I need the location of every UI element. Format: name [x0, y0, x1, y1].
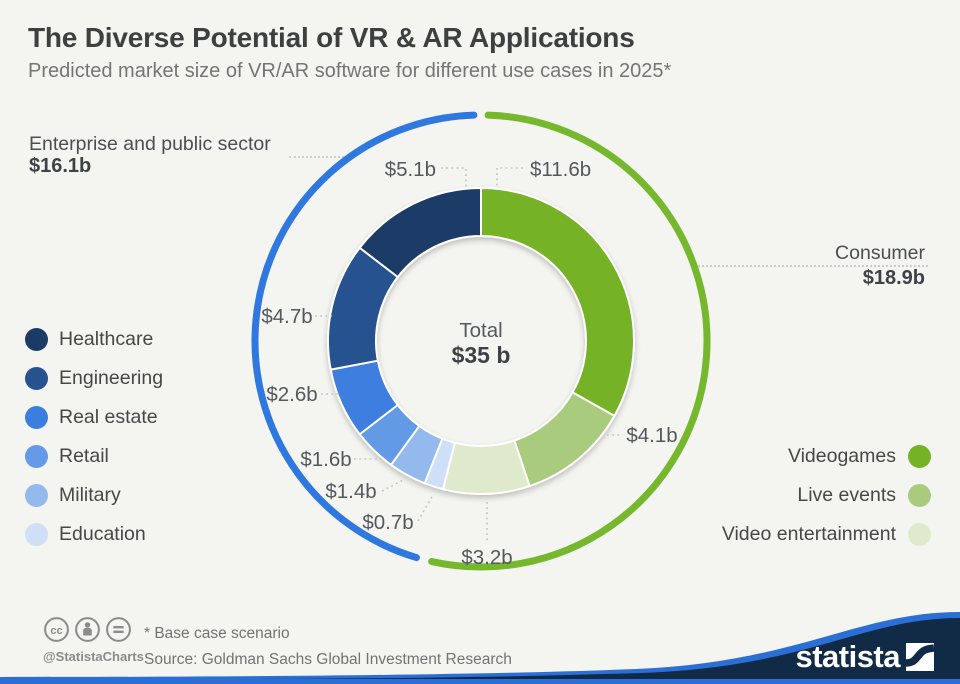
- segment-value-label-healthcare: $5.1b: [385, 158, 436, 181]
- legend-swatch: [25, 484, 48, 507]
- legend-label: Education: [59, 523, 146, 545]
- legend-label: Retail: [59, 445, 109, 467]
- page-subtitle: Predicted market size of VR/AR software …: [28, 60, 672, 83]
- legend-item-live-events: Live events: [722, 476, 931, 515]
- legend-swatch: [25, 445, 48, 468]
- legend-item-engineering: Engineering: [25, 359, 163, 398]
- attribution-icon: [75, 617, 100, 642]
- equal-icon: [106, 617, 131, 642]
- segment-value-label-real-estate: $2.6b: [266, 383, 317, 406]
- legend-swatch: [908, 523, 931, 546]
- legend-item-education: Education: [25, 515, 163, 554]
- source-credit: Source: Goldman Sachs Global Investment …: [144, 651, 512, 668]
- statista-handle: @StatistaCharts: [43, 649, 144, 664]
- legend-label: Healthcare: [59, 328, 154, 350]
- legend-label: Engineering: [59, 367, 164, 389]
- donut-segment-live-events: [513, 391, 616, 488]
- legend-swatch: [908, 484, 931, 507]
- value-leader-line: [496, 167, 523, 187]
- segment-value-label-engineering: $4.7b: [261, 305, 312, 328]
- page-title: The Diverse Potential of VR & AR Applica…: [28, 22, 635, 53]
- legend-swatch: [908, 445, 931, 468]
- donut-segment-videogames: [480, 187, 635, 417]
- svg-text:cc: cc: [50, 625, 62, 637]
- value-leader-line: [417, 494, 434, 522]
- segment-value-label-education: $0.7b: [362, 511, 413, 534]
- callout-consumer-leader-line: [695, 265, 928, 267]
- segment-value-label-videogames: $11.6b: [530, 158, 591, 181]
- donut-center-label: Total: [459, 319, 502, 342]
- group-ring-arc: [428, 111, 711, 571]
- legend-swatch: [25, 367, 48, 390]
- statista-brand: statista: [795, 641, 934, 672]
- legend-item-videogames: Videogames: [722, 437, 931, 476]
- legend-item-military: Military: [25, 476, 163, 515]
- footnote: * Base case scenario: [144, 625, 290, 642]
- segment-value-label-live-events: $4.1b: [626, 424, 677, 447]
- legend-swatch: [25, 523, 48, 546]
- statista-wordmark: statista: [795, 639, 900, 674]
- donut-segment-healthcare: [358, 187, 482, 279]
- value-leader-line: [381, 478, 406, 492]
- legend-item-healthcare: Healthcare: [25, 320, 163, 359]
- legend-enterprise: Healthcare Engineering Real estate Retail Mi…: [25, 320, 163, 554]
- legend-label: Real estate: [59, 406, 158, 428]
- callout-enterprise-value: $16.1b: [29, 155, 92, 177]
- callout-consumer-label: Consumer: [835, 242, 925, 264]
- legend-swatch: [25, 328, 48, 351]
- legend-consumer: Videogames Live events Video entertainment: [722, 437, 931, 554]
- legend-swatch: [25, 406, 48, 429]
- donut-segment-video-entertainment: [441, 439, 531, 495]
- segment-value-label-military: $1.4b: [325, 480, 376, 503]
- legend-label: Military: [59, 484, 121, 506]
- legend-label: Video entertainment: [721, 523, 896, 545]
- legend-item-video-entertainment: Video entertainment: [722, 515, 931, 554]
- legend-item-retail: Retail: [25, 437, 163, 476]
- statista-logo-icon: [906, 642, 934, 671]
- cc-icon: cc: [44, 617, 69, 642]
- segment-value-label-video-entertainment: $3.2b: [461, 546, 512, 569]
- legend-label: Live events: [797, 484, 896, 506]
- donut-chart: $11.6b $4.1b $3.2b $0.7b $1.4b $1.6b $2.6b $4.7…: [251, 111, 711, 571]
- callout-enterprise-label: Enterprise and public sector: [29, 133, 271, 155]
- legend-label: Videogames: [787, 445, 896, 467]
- footer-wave: [0, 612, 960, 684]
- segment-value-label-retail: $1.6b: [300, 448, 351, 471]
- header: The Diverse Potential of VR & AR Applica…: [28, 22, 671, 83]
- license-icons: cc: [43, 616, 132, 643]
- value-leader-line: [441, 167, 467, 187]
- group-ring-arc: [251, 111, 478, 562]
- legend-item-real-estate: Real estate: [25, 398, 163, 437]
- callout-consumer-value: $18.9b: [862, 267, 925, 289]
- donut-center-value: $35 b: [452, 342, 511, 368]
- callout-enterprise-leader-line: [289, 156, 348, 158]
